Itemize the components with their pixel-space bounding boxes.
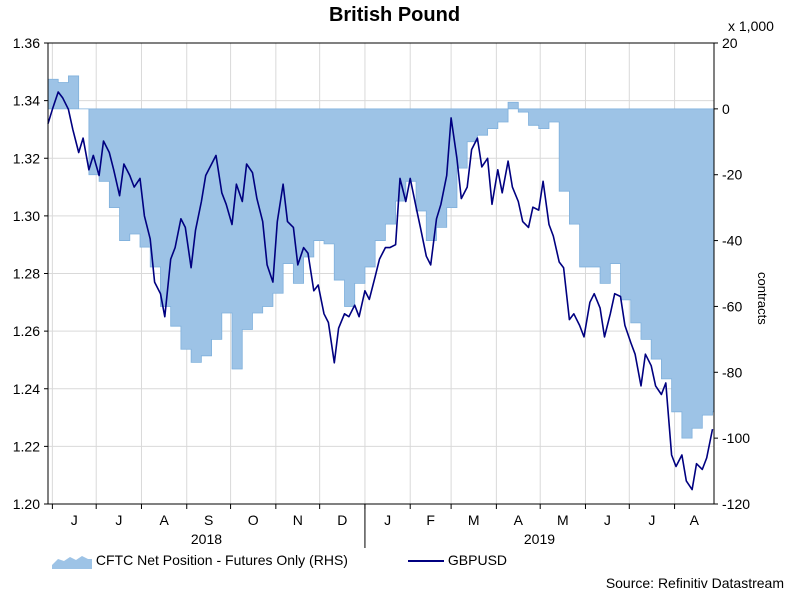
- left-axis-tick-label: 1.28: [13, 266, 40, 282]
- x-axis-month-label: A: [514, 512, 524, 528]
- x-axis-month-label: F: [426, 512, 435, 528]
- x-axis-month-label: S: [204, 512, 213, 528]
- gbpusd-line: [47, 91, 714, 491]
- x-axis-month-label: A: [159, 512, 169, 528]
- x-axis-month-label: M: [557, 512, 569, 528]
- right-axis-tick-label: -80: [722, 364, 742, 380]
- left-axis-tick-label: 1.26: [13, 323, 40, 339]
- right-axis-tick-label: -100: [722, 430, 750, 446]
- left-axis-tick-label: 1.24: [13, 381, 40, 397]
- source-note: Source: Refinitiv Datastream: [605, 575, 784, 591]
- x-axis-month-label: N: [293, 512, 303, 528]
- right-axis-tick-label: -40: [722, 233, 742, 249]
- x-axis-month-label: M: [468, 512, 480, 528]
- x-axis-year-label: 2018: [191, 531, 222, 547]
- right-axis-tick-label: -60: [722, 298, 742, 314]
- legend-swatch-line: [408, 560, 444, 563]
- left-axis-tick-label: 1.34: [13, 93, 40, 109]
- legend-label-cftc: CFTC Net Position - Futures Only (RHS): [95, 552, 348, 568]
- x-axis-month-label: J: [71, 512, 78, 528]
- cftc-net-position-area: [47, 75, 715, 439]
- right-axis-tick-label: 20: [722, 35, 738, 51]
- legend-item-gbpusd: GBPUSD: [408, 552, 507, 569]
- x-axis-month-label: J: [648, 512, 655, 528]
- left-axis-tick-label: 1.20: [13, 496, 40, 512]
- right-axis-unit: x 1,000: [728, 18, 774, 34]
- right-axis-tick-label: -120: [722, 496, 750, 512]
- right-axis-tick-label: 0: [722, 101, 730, 117]
- legend-label-gbpusd: GBPUSD: [447, 552, 508, 568]
- x-axis-month-label: D: [337, 512, 347, 528]
- chart-title: British Pound: [328, 4, 461, 26]
- x-axis-month-label: O: [248, 512, 259, 528]
- left-axis-tick-label: 1.32: [13, 150, 40, 166]
- x-axis-year-label: 2019: [524, 531, 555, 547]
- left-axis-tick-label: 1.30: [13, 208, 40, 224]
- left-axis-tick-label: 1.36: [13, 35, 40, 51]
- right-axis-tick-label: -20: [722, 167, 742, 183]
- legend-swatch-area: [52, 556, 92, 570]
- x-axis-month-label: A: [690, 512, 700, 528]
- x-axis-month-label: J: [115, 512, 122, 528]
- left-axis-tick-label: 1.22: [13, 438, 40, 454]
- legend-item-cftc: CFTC Net Position - Futures Only (RHS): [52, 552, 348, 570]
- x-axis-month-label: J: [604, 512, 611, 528]
- x-axis-month-label: J: [384, 512, 391, 528]
